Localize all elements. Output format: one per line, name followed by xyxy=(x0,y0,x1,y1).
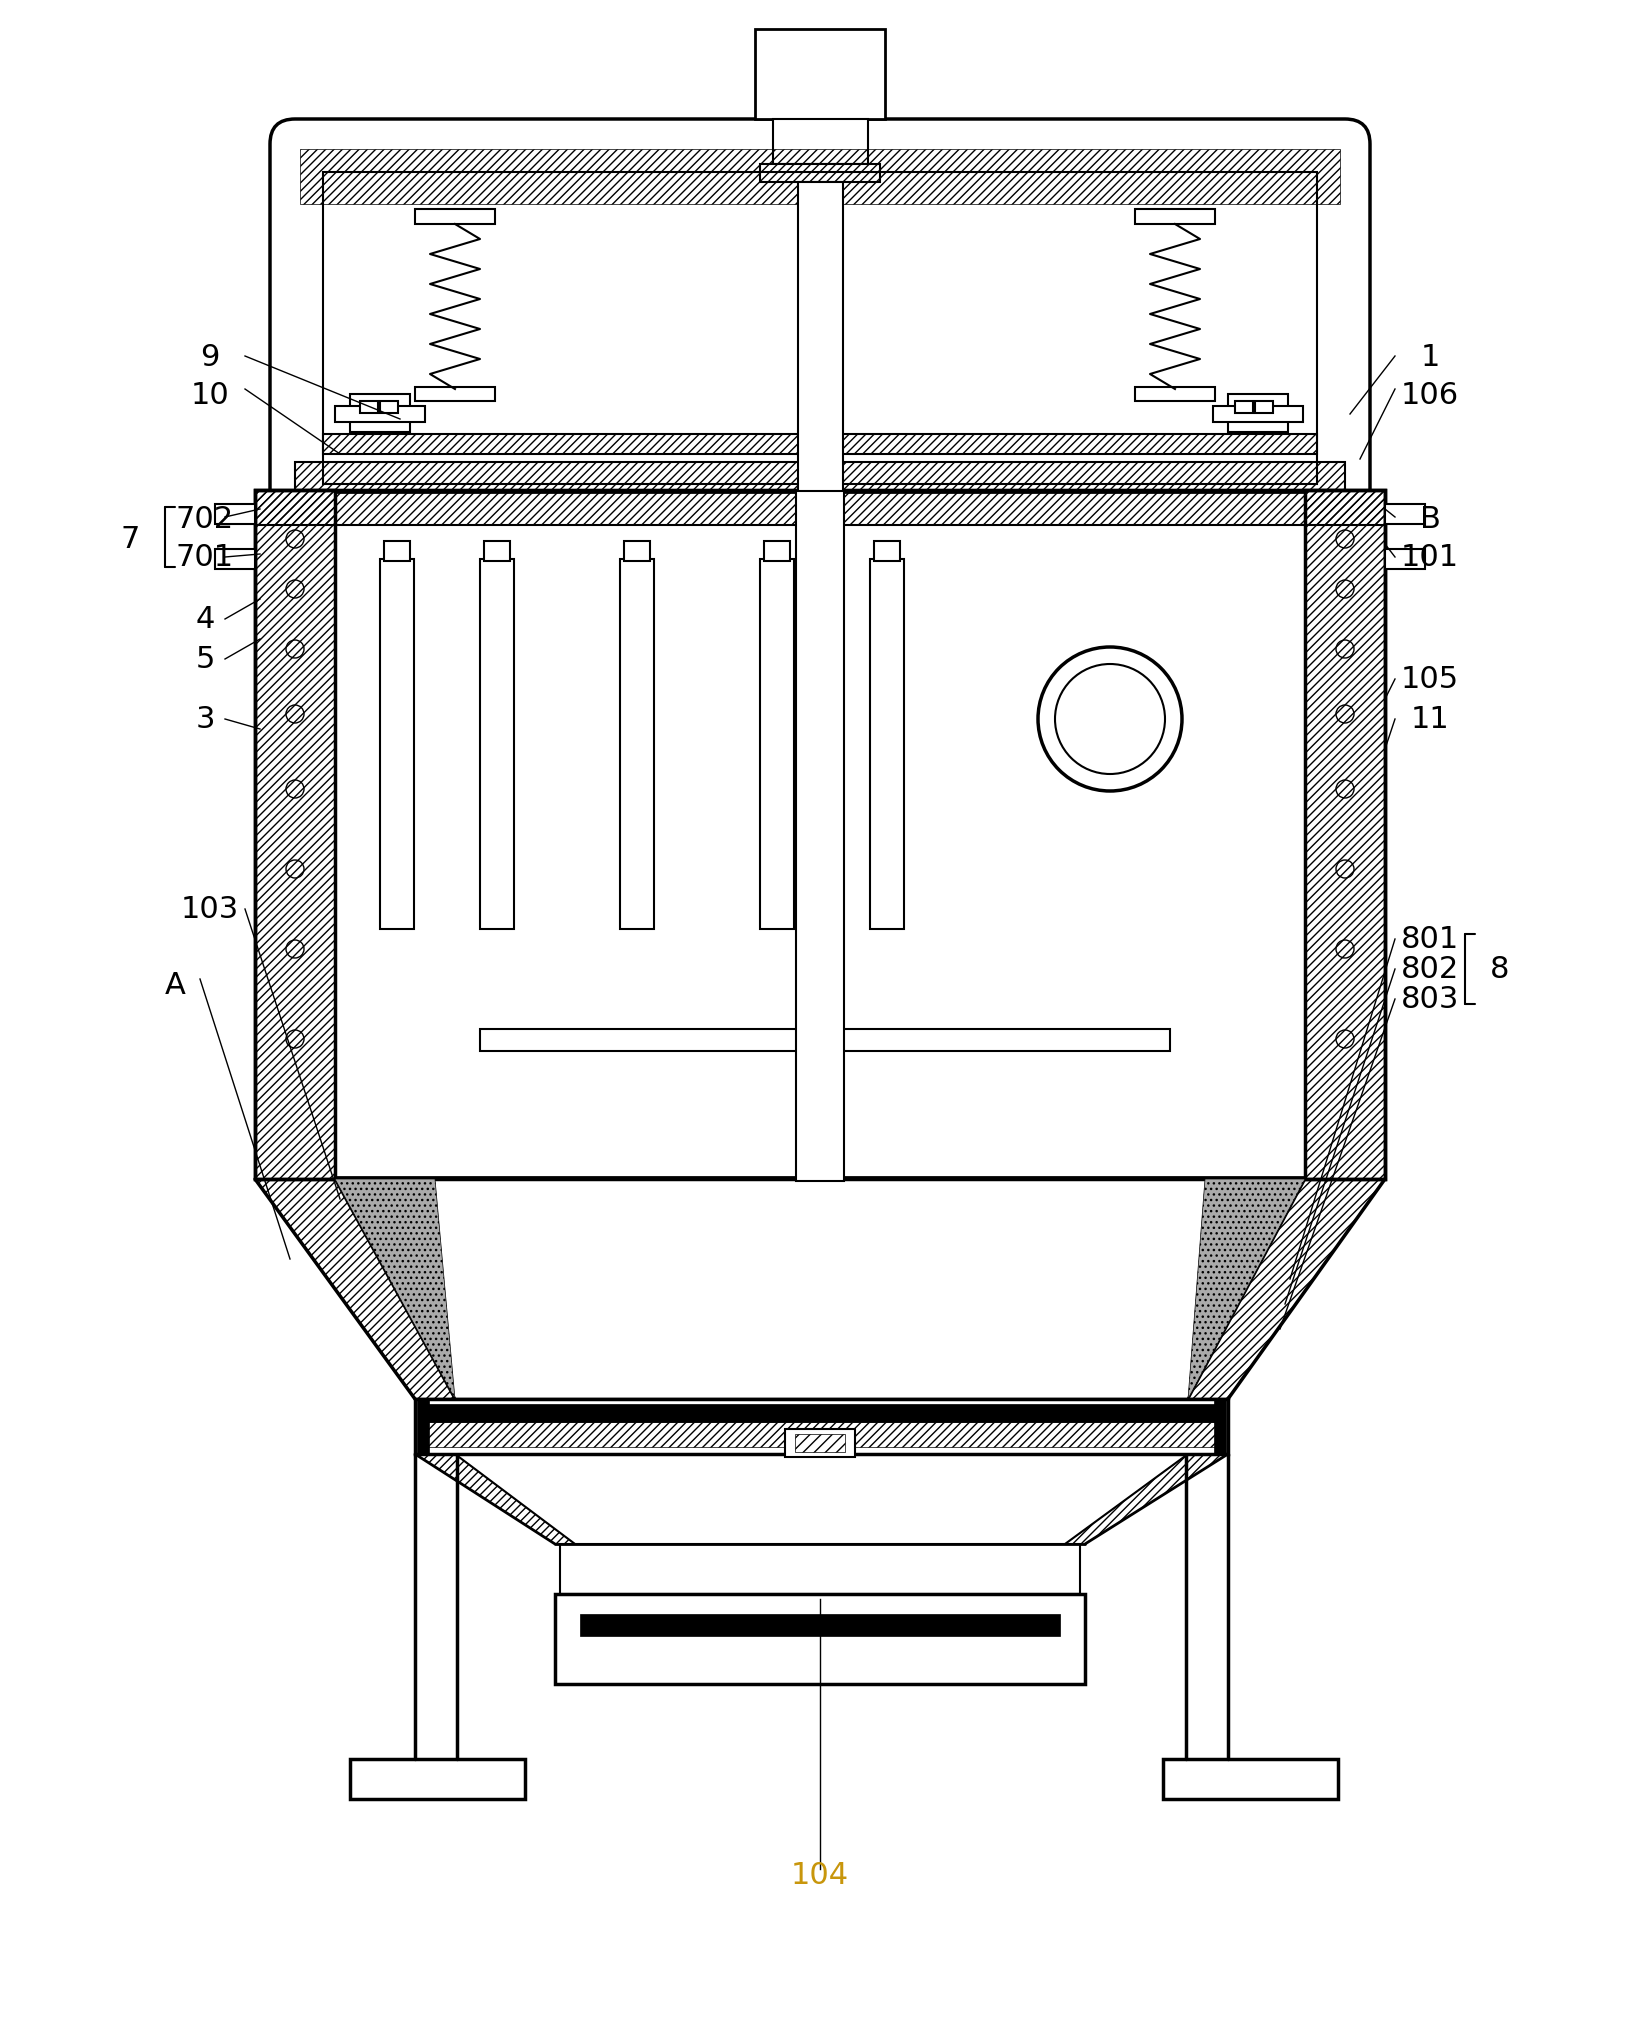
Bar xyxy=(255,491,335,1179)
Bar xyxy=(350,394,411,432)
Bar xyxy=(384,542,411,562)
Bar xyxy=(874,542,900,562)
Bar xyxy=(795,1435,845,1451)
Text: 8: 8 xyxy=(1490,954,1510,985)
Bar xyxy=(761,164,881,183)
Bar xyxy=(1227,394,1288,432)
Bar xyxy=(301,150,1341,205)
Bar xyxy=(560,1545,1079,1594)
Text: 1: 1 xyxy=(1420,343,1439,371)
Bar xyxy=(798,183,843,493)
FancyBboxPatch shape xyxy=(269,120,1370,516)
Bar xyxy=(764,542,790,562)
Bar xyxy=(795,491,845,1181)
Text: 4: 4 xyxy=(196,605,215,633)
Bar xyxy=(485,542,509,562)
Text: 103: 103 xyxy=(181,895,240,924)
Bar xyxy=(421,1423,1222,1447)
Bar xyxy=(1255,402,1273,414)
Bar xyxy=(580,1636,1060,1667)
Bar xyxy=(619,560,654,930)
Bar xyxy=(1385,550,1424,570)
Bar xyxy=(350,1760,526,1799)
Bar xyxy=(421,1405,1222,1423)
Text: 11: 11 xyxy=(1411,704,1449,735)
Bar xyxy=(335,493,1305,1177)
Bar xyxy=(296,463,1346,491)
Polygon shape xyxy=(1188,1179,1305,1399)
Bar xyxy=(360,402,378,414)
Bar xyxy=(1135,209,1216,225)
Bar xyxy=(296,463,1346,491)
Text: 702: 702 xyxy=(176,505,233,534)
Text: 10: 10 xyxy=(191,380,230,410)
Bar xyxy=(772,120,868,164)
Bar xyxy=(1305,491,1385,1179)
Bar xyxy=(1214,1399,1226,1453)
Text: 106: 106 xyxy=(1401,380,1459,410)
Circle shape xyxy=(1038,648,1181,792)
Text: 101: 101 xyxy=(1401,544,1459,572)
Polygon shape xyxy=(335,1179,455,1399)
Bar xyxy=(761,560,794,930)
Text: 7: 7 xyxy=(120,526,140,554)
Bar xyxy=(380,560,414,930)
Text: 801: 801 xyxy=(1401,926,1459,954)
Bar xyxy=(480,1029,1170,1052)
Bar xyxy=(417,1399,429,1453)
Bar xyxy=(416,1399,1227,1453)
Bar xyxy=(580,1614,1060,1636)
Bar xyxy=(555,1594,580,1685)
Bar xyxy=(324,434,1318,455)
Bar xyxy=(380,402,398,414)
Text: 5: 5 xyxy=(196,646,215,674)
Bar xyxy=(335,406,426,422)
Bar xyxy=(1236,402,1254,414)
Bar xyxy=(756,30,886,120)
Bar xyxy=(480,560,514,930)
Bar xyxy=(1385,505,1424,524)
Bar xyxy=(1213,406,1303,422)
Bar xyxy=(416,209,495,225)
Text: 9: 9 xyxy=(200,343,220,371)
Text: 3: 3 xyxy=(196,704,215,735)
Bar xyxy=(416,388,495,402)
Text: 802: 802 xyxy=(1401,954,1459,985)
Bar xyxy=(871,560,904,930)
Bar xyxy=(1305,491,1385,1179)
Bar xyxy=(1163,1760,1337,1799)
Text: B: B xyxy=(1420,505,1441,534)
Bar xyxy=(555,1594,1084,1685)
Text: 803: 803 xyxy=(1401,985,1459,1015)
Bar xyxy=(255,491,335,1179)
Text: 105: 105 xyxy=(1401,666,1459,694)
Text: 104: 104 xyxy=(790,1859,849,1888)
Bar xyxy=(1060,1594,1084,1685)
Bar xyxy=(785,1429,854,1458)
Bar xyxy=(215,505,255,524)
Bar xyxy=(255,491,1385,526)
Bar xyxy=(624,542,651,562)
Bar xyxy=(324,173,1318,485)
Bar xyxy=(324,434,1318,455)
Bar xyxy=(255,491,1385,526)
Bar xyxy=(215,550,255,570)
Text: 701: 701 xyxy=(176,544,233,572)
Bar xyxy=(255,491,1385,1179)
Bar xyxy=(1135,388,1216,402)
Text: A: A xyxy=(164,970,186,999)
